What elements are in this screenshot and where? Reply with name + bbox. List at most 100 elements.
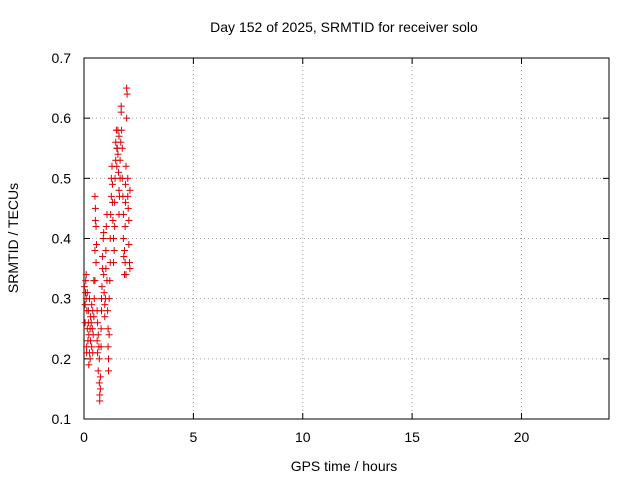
data-point [87, 337, 95, 345]
data-point [123, 90, 131, 98]
data-point [104, 307, 112, 315]
data-point [105, 355, 112, 363]
data-point [115, 132, 123, 140]
data-point [118, 144, 126, 152]
data-point [106, 277, 114, 285]
data-series [80, 84, 134, 405]
data-point [117, 102, 125, 110]
data-point [95, 355, 103, 363]
data-point [91, 216, 99, 224]
data-point [108, 180, 116, 188]
data-point [122, 162, 130, 170]
data-point [90, 295, 98, 303]
data-point [101, 301, 109, 309]
data-point [97, 343, 105, 351]
data-point [126, 265, 134, 273]
data-point [81, 301, 89, 309]
data-point [111, 198, 119, 206]
data-point [105, 367, 112, 375]
data-point [94, 349, 102, 357]
data-point [122, 180, 130, 188]
data-point [110, 247, 118, 255]
y-tick-label: 0.6 [52, 110, 72, 126]
data-point [82, 277, 90, 285]
data-point [104, 325, 112, 333]
x-tick-label: 20 [514, 429, 530, 445]
data-point [122, 271, 130, 279]
data-point [96, 397, 104, 405]
data-point [101, 313, 109, 321]
x-axis-label: GPS time / hours [291, 458, 398, 474]
data-point [115, 168, 123, 176]
data-point [117, 138, 125, 146]
data-point [100, 289, 108, 297]
data-point [87, 319, 95, 327]
data-point [122, 198, 130, 206]
data-point [98, 283, 106, 291]
data-point [119, 210, 127, 218]
data-point [96, 385, 104, 393]
data-point [94, 319, 102, 327]
chart-title: Day 152 of 2025, SRMTID for receiver sol… [210, 19, 478, 35]
x-tick-label: 0 [80, 429, 88, 445]
data-point [110, 235, 118, 242]
data-point [90, 313, 98, 321]
plot-frame [83, 57, 610, 420]
data-point [115, 186, 123, 194]
y-tick-label: 0.1 [52, 411, 72, 427]
data-point [92, 259, 100, 267]
data-point [80, 283, 88, 291]
data-point [102, 222, 110, 230]
data-point [126, 186, 134, 194]
data-point [83, 289, 91, 297]
data-point [121, 259, 129, 267]
data-point [88, 343, 96, 351]
data-point [120, 247, 128, 255]
data-point [102, 247, 110, 255]
data-point [125, 241, 133, 249]
data-point [98, 307, 105, 315]
data-point [113, 162, 121, 170]
data-point [121, 222, 129, 230]
data-point [110, 259, 118, 267]
data-point [104, 343, 112, 351]
data-point [91, 204, 99, 212]
data-point [117, 108, 125, 116]
data-point [85, 361, 93, 369]
data-point [124, 204, 132, 212]
data-point [114, 150, 122, 158]
data-point [93, 337, 101, 345]
data-point [91, 277, 99, 285]
data-point [124, 192, 132, 200]
data-point [118, 126, 126, 134]
data-point [91, 247, 99, 255]
data-point [100, 271, 108, 279]
data-point [124, 174, 132, 182]
y-tick-label: 0.2 [52, 351, 72, 367]
x-tick-labels: 0 5 10 15 20 [80, 429, 529, 445]
data-point [116, 156, 124, 164]
x-tick-label: 15 [404, 429, 420, 445]
data-point [125, 216, 133, 224]
data-point [92, 222, 100, 230]
data-point [123, 114, 131, 122]
data-point [105, 331, 113, 339]
data-point [100, 228, 108, 236]
data-point [97, 325, 105, 333]
data-point [94, 331, 102, 339]
y-tick-label: 0.3 [52, 291, 72, 307]
data-point [99, 235, 107, 242]
data-point [96, 391, 104, 399]
y-tick-label: 0.5 [52, 170, 72, 186]
data-point [120, 253, 128, 261]
data-point [82, 271, 90, 279]
data-point [94, 367, 102, 375]
data-point [102, 265, 110, 273]
data-point [123, 84, 131, 92]
axis-ticks [83, 57, 609, 420]
y-tick-label: 0.4 [52, 231, 72, 247]
y-tick-labels: 0.1 0.2 0.3 0.4 0.5 0.6 0.7 [52, 50, 72, 427]
x-tick-label: 5 [189, 429, 197, 445]
data-point [86, 355, 94, 363]
data-point [111, 222, 119, 230]
